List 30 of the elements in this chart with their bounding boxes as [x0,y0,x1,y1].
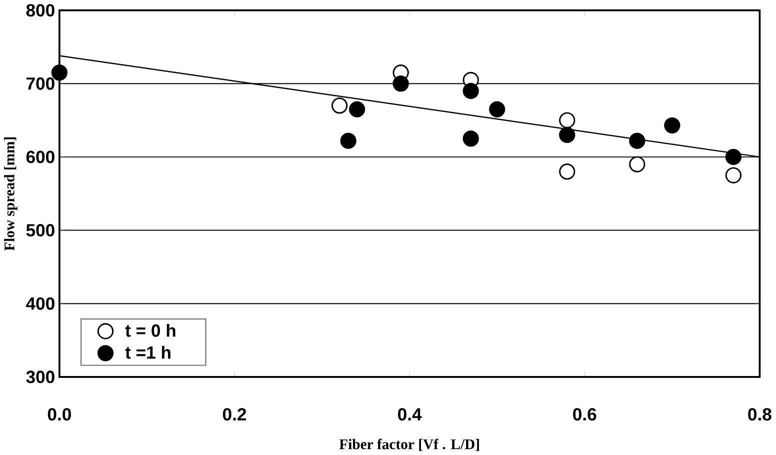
point [340,132,356,149]
point [462,130,479,147]
point [559,163,576,180]
x-tick-label: 0.8 [748,408,772,421]
x-axis-title: Fiber factor [Vf . L/D] [339,438,479,451]
x-tick-label: 0.4 [398,408,422,421]
y-tick-label: 700 [26,77,54,90]
legend-label: t = 0 h [125,324,176,337]
y-tick-label: 600 [26,150,54,164]
y-tick-label: 300 [26,370,54,384]
x-tick-label: 0.0 [48,408,71,421]
point [348,101,366,118]
point [664,117,680,134]
legend-label: t =1 h [125,346,170,359]
point [725,167,742,184]
y-tick-label: 400 [26,297,54,310]
point [462,82,479,99]
y-tick-label: 800 [26,4,54,16]
y-tick-label: 500 [26,224,54,236]
point [559,126,576,143]
point [629,156,646,172]
point [559,112,576,128]
point [392,76,409,92]
point [629,132,646,149]
x-tick-label: 0.6 [573,408,596,421]
point [725,148,742,165]
point [331,98,348,114]
y-axis-title: Flow spread [mm] [4,137,18,251]
point [489,101,506,118]
x-tick-label: 0.2 [222,408,246,421]
